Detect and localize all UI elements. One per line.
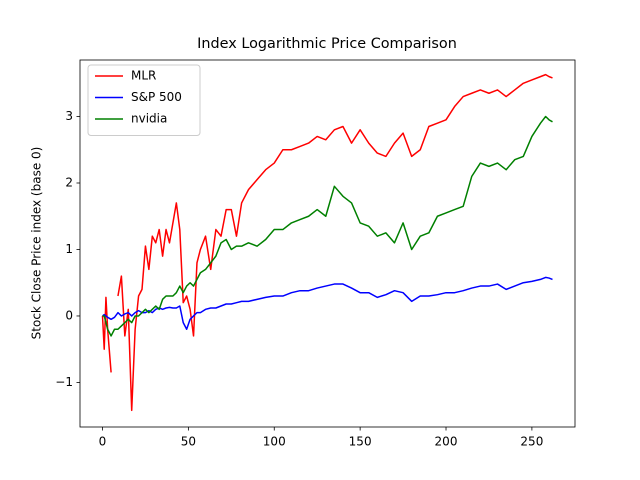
x-tick-label: 0 (99, 435, 107, 449)
series-line (101, 73, 553, 412)
x-tick-label: 250 (520, 435, 543, 449)
legend-box (87, 64, 201, 136)
series-line (102, 276, 553, 331)
axes-frame (79, 59, 576, 428)
x-tick-label: 100 (263, 435, 286, 449)
y-tick-label: −1 (55, 375, 73, 389)
y-tick-label: 2 (65, 175, 73, 189)
y-axis-label: Stock Close Price index (base 0) (30, 147, 44, 340)
y-tick-label: 0 (65, 308, 73, 322)
y-tick-label: 3 (65, 109, 73, 123)
x-tick-label: 50 (181, 435, 196, 449)
x-tick-label: 150 (349, 435, 372, 449)
x-tick-label: 200 (435, 435, 458, 449)
legend-label: S&P 500 (131, 90, 182, 104)
series-line (102, 115, 553, 337)
y-tick-label: 1 (65, 242, 73, 256)
legend-label: MLR (131, 69, 156, 83)
legend-label: nvidia (131, 112, 167, 126)
chart-title: Index Logarithmic Price Comparison (197, 36, 457, 52)
